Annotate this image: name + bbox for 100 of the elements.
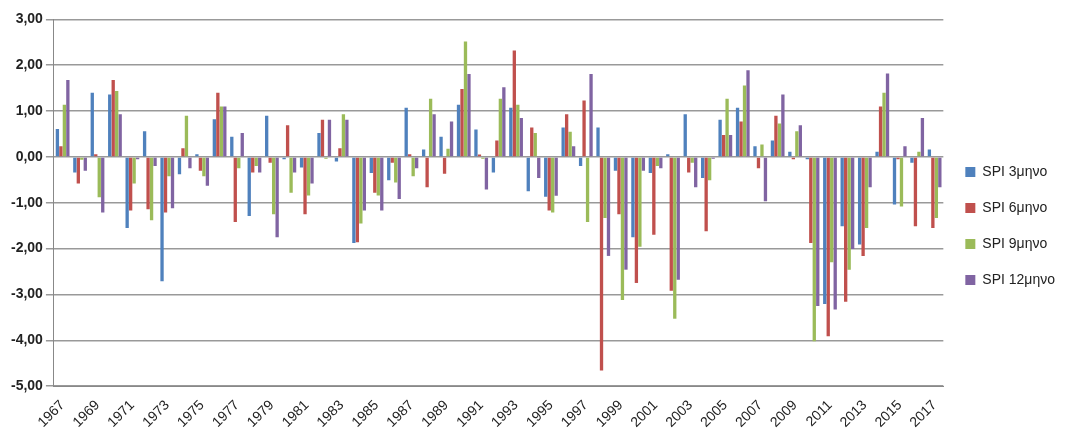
bar [753,146,757,157]
bar [676,157,680,280]
bar [188,157,192,169]
bar [101,157,105,213]
bar [638,157,642,247]
bar [212,119,217,157]
bar [205,157,210,186]
y-tick-label: -3,00 [10,285,44,302]
y-tick-label: -4,00 [10,331,44,348]
bar [585,157,590,222]
bar [634,157,639,283]
bar [289,157,293,193]
bar [770,140,775,157]
bar [533,133,537,157]
bar [812,157,816,342]
bar [167,157,171,177]
bar [798,125,802,157]
bar [760,144,764,157]
bar [704,157,708,232]
bar [425,157,429,188]
legend-label: SPI 9μηνο [982,234,1048,251]
bar [746,70,750,157]
bar [816,157,820,306]
bar [512,50,516,157]
bar [669,157,673,291]
bar [446,148,450,157]
bar [132,157,136,184]
bar [247,157,251,217]
bar [830,157,834,263]
bar [303,157,307,215]
bar [931,157,935,228]
bar [564,114,569,157]
bar [519,117,523,157]
bar [460,89,464,157]
bar [735,107,740,157]
bar [219,106,223,157]
bar [463,41,468,157]
y-tick-label: -1,00 [10,193,44,210]
y-tick-label: -2,00 [10,239,44,256]
bar [903,146,907,157]
bar [781,94,785,157]
bar [739,121,743,157]
bar [432,114,436,157]
bar [285,125,290,157]
bar [795,131,799,157]
bar [495,140,499,157]
legend-label: SPI 6μηνο [982,198,1048,215]
bar [683,114,687,157]
bar [216,92,220,157]
bar [823,157,827,305]
bar [359,157,363,224]
bar [868,157,872,188]
y-tick-label: 1,00 [15,101,44,118]
bar [66,79,70,157]
bar [725,98,729,157]
bar [728,134,733,157]
bar [345,119,349,157]
bar [857,157,862,245]
bar [59,146,63,157]
bar [809,157,813,244]
bar [233,157,237,222]
bar [397,157,401,200]
bar [878,106,883,157]
bar [589,73,593,157]
bar [788,151,792,157]
bar [310,157,314,184]
bar [861,157,865,256]
bar [568,131,572,157]
bar [721,134,726,157]
bar [603,157,607,218]
bar [146,157,150,210]
bar [181,148,185,157]
y-tick-label: 2,00 [15,56,44,73]
bar [118,114,122,157]
bar [613,157,618,171]
bar [509,107,513,157]
bar [742,85,747,157]
bar [275,157,279,238]
bar [428,98,433,157]
bar [910,157,914,163]
bar [840,157,844,227]
bar [875,151,879,157]
bar [498,98,503,157]
bar [195,154,199,157]
bar [163,157,168,213]
bar [362,157,366,211]
bar [617,157,621,215]
bar [502,87,506,157]
bar [571,146,576,157]
bar [673,157,677,319]
legend-label: SPI 12μηνο [982,270,1056,287]
bar [892,157,897,205]
bar [355,157,360,243]
bar [885,73,890,157]
bar [198,157,203,171]
bar [111,79,115,157]
bar [938,157,942,188]
bar [641,157,646,171]
bar [90,92,94,157]
bar [115,90,119,157]
